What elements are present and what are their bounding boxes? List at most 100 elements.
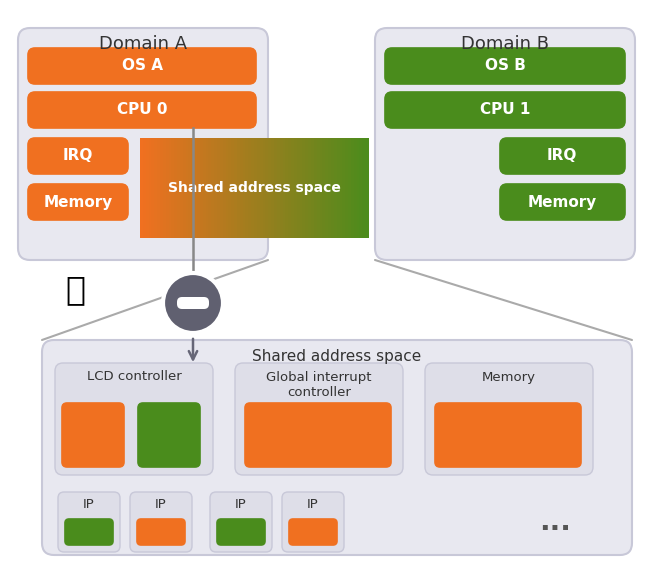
Bar — [246, 138, 249, 238]
FancyBboxPatch shape — [137, 519, 185, 545]
Bar — [257, 138, 260, 238]
Bar — [345, 138, 348, 238]
FancyBboxPatch shape — [58, 492, 120, 552]
Text: CPU 0: CPU 0 — [117, 102, 167, 117]
Bar — [308, 138, 311, 238]
Bar — [254, 138, 257, 238]
FancyBboxPatch shape — [28, 92, 256, 128]
Bar — [209, 138, 212, 238]
Circle shape — [163, 273, 223, 333]
Bar — [191, 138, 194, 238]
Bar — [354, 138, 357, 238]
Bar — [200, 138, 203, 238]
Text: Memory: Memory — [527, 194, 597, 209]
Bar — [300, 138, 303, 238]
Bar — [143, 138, 146, 238]
Bar — [234, 138, 237, 238]
Text: CPU 1: CPU 1 — [480, 102, 530, 117]
Text: IP: IP — [235, 499, 247, 512]
Bar — [283, 138, 286, 238]
FancyBboxPatch shape — [282, 492, 344, 552]
Bar — [280, 138, 283, 238]
FancyBboxPatch shape — [130, 492, 192, 552]
Bar — [166, 138, 169, 238]
Bar — [211, 138, 214, 238]
FancyBboxPatch shape — [289, 519, 337, 545]
Bar — [248, 138, 252, 238]
FancyBboxPatch shape — [28, 138, 128, 174]
Bar — [365, 138, 369, 238]
Bar — [320, 138, 323, 238]
Bar — [348, 138, 352, 238]
FancyBboxPatch shape — [500, 138, 625, 174]
Bar — [322, 138, 326, 238]
Bar — [294, 138, 297, 238]
Bar — [231, 138, 235, 238]
Text: IRQ: IRQ — [547, 148, 577, 163]
Bar — [311, 138, 315, 238]
Bar — [251, 138, 255, 238]
Bar — [291, 138, 294, 238]
FancyBboxPatch shape — [235, 363, 403, 475]
Bar — [359, 138, 363, 238]
Text: ...: ... — [539, 508, 571, 536]
Bar — [242, 138, 246, 238]
FancyBboxPatch shape — [42, 340, 632, 555]
Text: IP: IP — [155, 499, 167, 512]
Bar — [240, 138, 243, 238]
Bar — [337, 138, 340, 238]
Bar — [214, 138, 218, 238]
Text: IRQ: IRQ — [63, 148, 93, 163]
Bar — [325, 138, 329, 238]
Bar — [140, 138, 144, 238]
Text: Domain A: Domain A — [99, 35, 187, 53]
FancyBboxPatch shape — [18, 28, 268, 260]
FancyBboxPatch shape — [385, 92, 625, 128]
Text: IP: IP — [307, 499, 319, 512]
Bar — [285, 138, 289, 238]
FancyBboxPatch shape — [177, 297, 209, 309]
Text: 👮: 👮 — [65, 274, 85, 306]
FancyBboxPatch shape — [65, 519, 113, 545]
FancyBboxPatch shape — [245, 403, 391, 467]
Bar — [314, 138, 317, 238]
Text: IP: IP — [83, 499, 95, 512]
Bar — [263, 138, 266, 238]
Bar — [362, 138, 366, 238]
FancyBboxPatch shape — [210, 492, 272, 552]
Bar — [334, 138, 337, 238]
Bar — [343, 138, 346, 238]
Bar — [151, 138, 155, 238]
Text: Shared address space: Shared address space — [252, 348, 422, 363]
Bar — [237, 138, 240, 238]
Text: Memory: Memory — [482, 370, 536, 384]
Bar — [197, 138, 200, 238]
Bar — [157, 138, 161, 238]
FancyBboxPatch shape — [375, 28, 635, 260]
Bar — [357, 138, 360, 238]
Bar — [302, 138, 305, 238]
FancyBboxPatch shape — [425, 363, 593, 475]
Text: OS A: OS A — [122, 59, 162, 74]
Bar — [271, 138, 274, 238]
Bar — [274, 138, 278, 238]
FancyBboxPatch shape — [138, 403, 200, 467]
Bar — [203, 138, 206, 238]
Bar — [205, 138, 209, 238]
Bar — [180, 138, 183, 238]
Text: Domain B: Domain B — [461, 35, 549, 53]
Text: OS B: OS B — [484, 59, 525, 74]
Bar — [297, 138, 300, 238]
FancyBboxPatch shape — [28, 48, 256, 84]
Bar — [220, 138, 223, 238]
Bar — [331, 138, 334, 238]
Bar — [260, 138, 263, 238]
Bar — [177, 138, 181, 238]
Bar — [183, 138, 186, 238]
Bar — [168, 138, 172, 238]
Bar — [162, 138, 166, 238]
Bar — [172, 138, 175, 238]
FancyBboxPatch shape — [385, 48, 625, 84]
Bar — [339, 138, 343, 238]
Bar — [306, 138, 309, 238]
